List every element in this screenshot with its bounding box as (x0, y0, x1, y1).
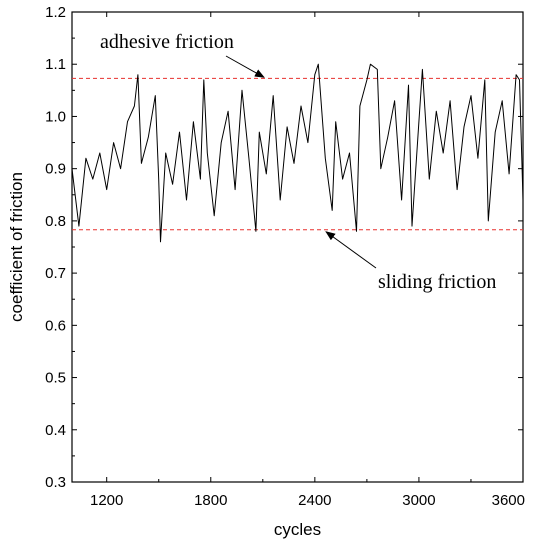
y-tick-label: 1.2 (45, 4, 66, 21)
y-tick-label: 0.3 (45, 474, 66, 491)
y-tick-label: 1.0 (45, 108, 66, 125)
series-line-0 (71, 63, 524, 243)
y-tick-label: 0.5 (45, 370, 66, 387)
y-tick-label: 1.1 (45, 56, 66, 73)
annotation-sliding-friction: sliding friction (378, 271, 496, 293)
x-axis-title: cycles (274, 520, 321, 539)
x-tick-label: 3600 (492, 492, 525, 509)
y-tick-label: 0.7 (45, 265, 66, 282)
annotation-arrow-sliding (325, 231, 377, 269)
x-tick-label: 3000 (402, 492, 435, 509)
y-tick-label: 0.8 (45, 213, 66, 230)
y-tick-label: 0.6 (45, 317, 66, 334)
annotation-arrow-adhesive (225, 55, 265, 78)
plot-frame (71, 11, 524, 483)
y-axis-title: coefficient of friction (7, 172, 26, 322)
x-tick-label: 1200 (90, 492, 123, 509)
x-tick-label: 2400 (298, 492, 331, 509)
x-tick-label: 1800 (194, 492, 227, 509)
y-tick-label: 0.9 (45, 161, 66, 178)
annotation-adhesive-friction: adhesive friction (100, 31, 234, 53)
y-tick-label: 0.4 (45, 422, 66, 439)
